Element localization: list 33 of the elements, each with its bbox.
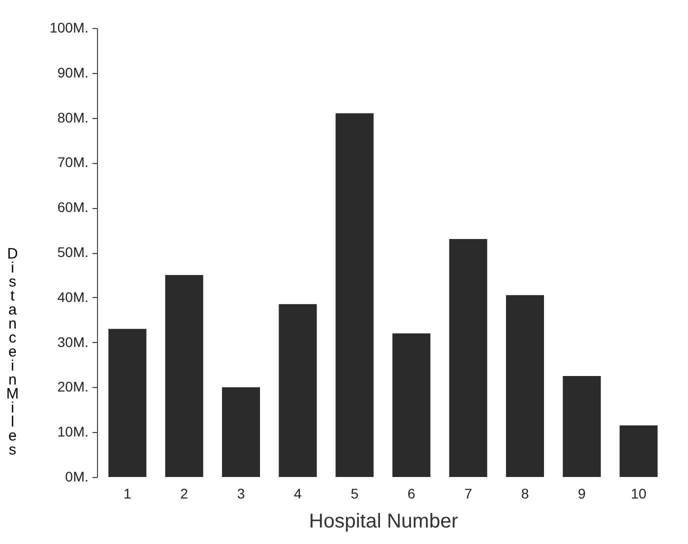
x-tick-label: 1 [123,486,132,502]
x-tick-label: 6 [408,486,416,502]
x-tick-label: 2 [180,486,188,502]
y-tick-label: 80M. [57,109,88,126]
y-tick-label: 20M. [57,378,88,395]
y-tick-label: 0M. [65,468,88,484]
bar [108,328,146,477]
y-tick-label: 90M. [57,64,88,80]
x-tick-label: 7 [464,486,472,502]
x-tick-label: 9 [578,486,586,502]
bar [165,274,204,477]
bar [506,295,544,477]
x-axis-title: Hospital Number [309,510,458,532]
y-tick-label: 50M. [57,244,88,260]
y-tick-label: 40M. [57,288,88,305]
bar [336,113,374,477]
bar [392,333,430,477]
x-tick-label: 8 [521,486,530,502]
bar [222,387,260,477]
bar [278,304,317,477]
x-tick-label: 5 [350,486,359,502]
x-tick-label: 10 [630,486,647,502]
bar [562,376,601,477]
bar [449,239,488,477]
bar [620,425,658,477]
x-tick-label: 4 [294,486,302,502]
y-tick-label: 10M. [57,424,88,440]
y-tick-label: 30M. [57,334,88,350]
x-tick-label: 3 [237,486,246,502]
y-tick-label: 60M. [57,199,88,216]
y-tick-label: 70M. [57,154,88,170]
text: Distance in Miles [6,246,19,458]
y-tick-label: 100M. [50,20,88,36]
